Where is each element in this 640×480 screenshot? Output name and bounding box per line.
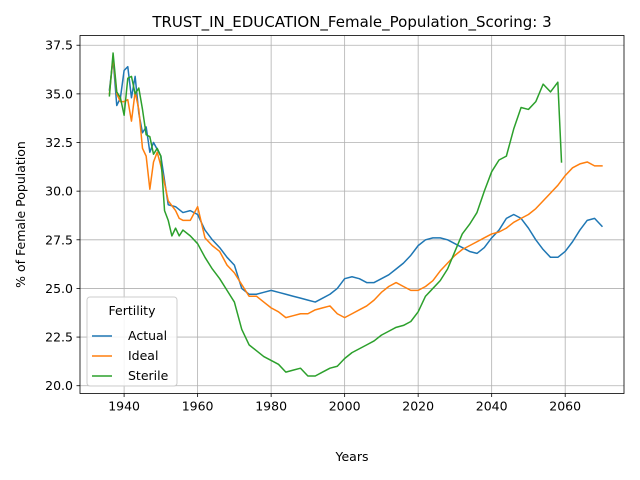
- x-tick-label: 2000: [329, 399, 361, 414]
- series-line-sterile: [108, 52, 563, 377]
- legend-box: [86, 296, 178, 387]
- legend: Fertility Actual Ideal Sterile: [86, 296, 178, 387]
- x-tick-label: 2020: [402, 399, 434, 414]
- legend-title: Fertility: [109, 303, 157, 318]
- plot-frame: [79, 35, 625, 394]
- legend-label-actual: Actual: [128, 328, 167, 343]
- y-tick-label: 30.0: [45, 184, 73, 199]
- x-axis-title: Years: [335, 449, 369, 464]
- x-tick-label: 1940: [108, 399, 140, 414]
- series-line-ideal: [108, 56, 603, 319]
- legend-label-ideal: Ideal: [128, 348, 158, 363]
- y-tick-label: 32.5: [45, 135, 73, 150]
- series-line-actual: [108, 58, 604, 303]
- legend-label-sterile: Sterile: [128, 368, 169, 383]
- chart-title: TRUST_IN_EDUCATION_Female_Population_Sco…: [151, 13, 551, 32]
- y-tick-label: 20.0: [45, 378, 73, 393]
- series-lines: [108, 52, 604, 377]
- y-tick-label: 25.0: [45, 281, 73, 296]
- y-tick-label: 27.5: [45, 232, 73, 247]
- y-tick-label: 37.5: [45, 38, 73, 53]
- x-tick-label: 1960: [182, 399, 214, 414]
- y-axis-title: % of Female Population: [13, 141, 28, 288]
- x-tick-label: 2060: [549, 399, 581, 414]
- x-tick-label: 2040: [476, 399, 508, 414]
- axis-ticks: 1940 1960 1980 2000 2020 2040 2060 20.0 22.5 25.0…: [45, 38, 581, 414]
- y-tick-label: 22.5: [45, 330, 73, 345]
- legend-entries: Actual Ideal Sterile: [92, 328, 169, 383]
- x-tick-label: 1980: [255, 399, 287, 414]
- y-tick-label: 35.0: [45, 86, 73, 101]
